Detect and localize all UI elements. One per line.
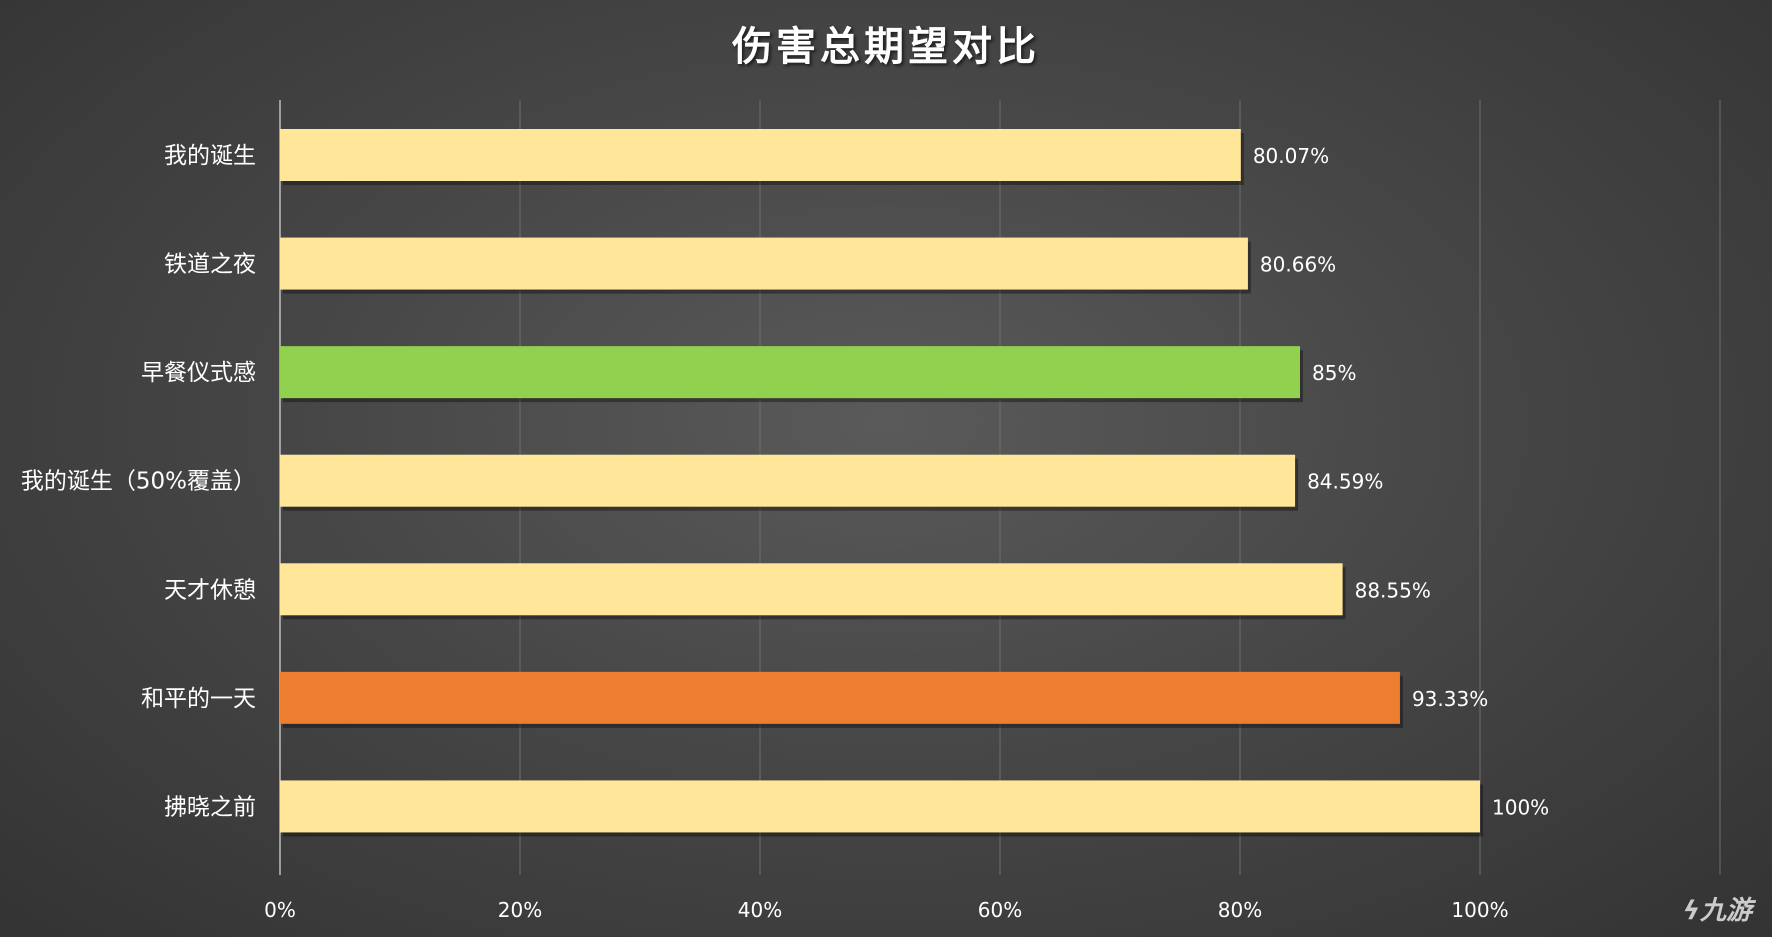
- bar: [280, 129, 1241, 181]
- bar: [280, 454, 1296, 507]
- bar: [280, 563, 1343, 616]
- data-label: 84.59%: [1307, 470, 1383, 494]
- data-label: 100%: [1492, 795, 1549, 819]
- x-tick-label: 60%: [978, 898, 1022, 922]
- data-label: 80.66%: [1260, 253, 1336, 277]
- category-label: 和平的一天: [141, 686, 256, 712]
- bars: [280, 129, 1483, 837]
- bar: [280, 346, 1300, 399]
- category-label: 我的诞生: [164, 143, 256, 169]
- watermark-logo: ϟ九游: [1683, 890, 1752, 927]
- category-label: 铁道之夜: [164, 252, 256, 278]
- category-label: 早餐仪式感: [141, 360, 256, 386]
- category-label: 天才休憩: [164, 577, 256, 603]
- data-label: 85%: [1312, 361, 1356, 385]
- bar: [280, 237, 1248, 290]
- chart-title: 伤害总期望对比: [732, 23, 1040, 70]
- data-label: 93.33%: [1412, 687, 1488, 711]
- labels: 0% 20% 40% 60% 80% 100% 我的诞生 80.07% 铁道之夜 80.66% 早餐…: [21, 143, 1549, 922]
- category-label: 我的诞生（50%覆盖）: [21, 469, 256, 495]
- data-label: 88.55%: [1355, 578, 1431, 602]
- bar: [280, 780, 1480, 833]
- nine-game-logo-icon: ϟ: [1682, 896, 1700, 926]
- x-tick-label: 0%: [264, 898, 296, 922]
- watermark-text: 九游: [1699, 896, 1752, 926]
- x-tick-label: 20%: [498, 898, 542, 922]
- data-label: 80.07%: [1253, 144, 1329, 168]
- x-tick-label: 80%: [1218, 898, 1262, 922]
- x-tick-label: 100%: [1451, 898, 1508, 922]
- x-tick-label: 40%: [738, 898, 782, 922]
- bar: [280, 671, 1400, 724]
- category-label: 拂晓之前: [164, 794, 256, 820]
